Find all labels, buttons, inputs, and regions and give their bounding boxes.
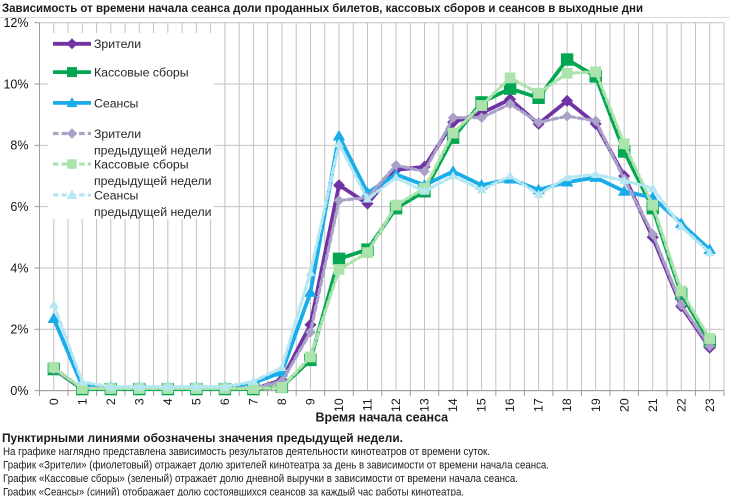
svg-text:4%: 4% xyxy=(10,261,28,275)
svg-text:Кассовые сборы: Кассовые сборы xyxy=(94,66,189,80)
svg-text:6%: 6% xyxy=(10,200,28,214)
svg-text:21: 21 xyxy=(646,398,660,412)
svg-text:6: 6 xyxy=(218,398,232,405)
svg-text:Пунктирными линиями обозначены: Пунктирными линиями обозначены значения … xyxy=(2,431,403,445)
svg-text:На графике наглядно представле: На графике наглядно представлена зависим… xyxy=(3,446,490,458)
svg-text:График «Зрители» (фиолетовый): График «Зрители» (фиолетовый) отражает д… xyxy=(3,460,549,472)
svg-text:12: 12 xyxy=(389,398,403,412)
svg-text:Зависимость от времени начала: Зависимость от времени начала сеанса дол… xyxy=(2,1,643,15)
svg-text:13: 13 xyxy=(418,398,432,412)
svg-text:2%: 2% xyxy=(10,323,28,337)
svg-text:предыдущей недели: предыдущей недели xyxy=(94,205,212,219)
svg-text:Кассовые сборы: Кассовые сборы xyxy=(94,158,189,172)
svg-text:2: 2 xyxy=(104,398,118,405)
svg-text:7: 7 xyxy=(247,398,261,405)
svg-text:1: 1 xyxy=(75,398,89,405)
svg-text:20: 20 xyxy=(617,398,631,412)
svg-text:12%: 12% xyxy=(3,16,28,30)
svg-text:0%: 0% xyxy=(10,384,28,398)
svg-text:Сеансы: Сеансы xyxy=(94,96,138,110)
svg-text:19: 19 xyxy=(589,398,603,412)
svg-text:18: 18 xyxy=(560,398,574,412)
svg-text:22: 22 xyxy=(674,398,688,412)
svg-text:3: 3 xyxy=(132,398,146,405)
svg-text:14: 14 xyxy=(446,398,460,412)
svg-text:15: 15 xyxy=(475,398,489,412)
svg-text:8%: 8% xyxy=(10,139,28,153)
svg-text:4: 4 xyxy=(161,398,175,405)
svg-text:Сеансы: Сеансы xyxy=(94,188,138,202)
svg-text:5: 5 xyxy=(190,398,204,405)
svg-text:16: 16 xyxy=(503,398,517,412)
svg-text:11: 11 xyxy=(361,398,375,411)
svg-text:0: 0 xyxy=(47,398,61,405)
svg-text:Зрители: Зрители xyxy=(94,127,141,141)
svg-text:График «Кассовые сборы» (зелен: График «Кассовые сборы» (зеленый) отража… xyxy=(3,473,518,485)
svg-text:10: 10 xyxy=(332,398,346,412)
svg-text:предыдущей недели: предыдущей недели xyxy=(94,143,212,157)
svg-text:17: 17 xyxy=(532,398,546,412)
svg-text:8: 8 xyxy=(275,398,289,405)
svg-text:23: 23 xyxy=(703,398,717,412)
svg-text:Зрители: Зрители xyxy=(94,37,141,51)
svg-text:предыдущей недели: предыдущей недели xyxy=(94,174,212,188)
svg-text:График «Сеансы» (синий) отобра: График «Сеансы» (синий) отображает долю … xyxy=(3,487,464,497)
svg-text:10%: 10% xyxy=(3,77,28,91)
svg-text:Время начала сеанса: Время начала сеанса xyxy=(315,411,449,425)
svg-text:9: 9 xyxy=(304,398,318,405)
